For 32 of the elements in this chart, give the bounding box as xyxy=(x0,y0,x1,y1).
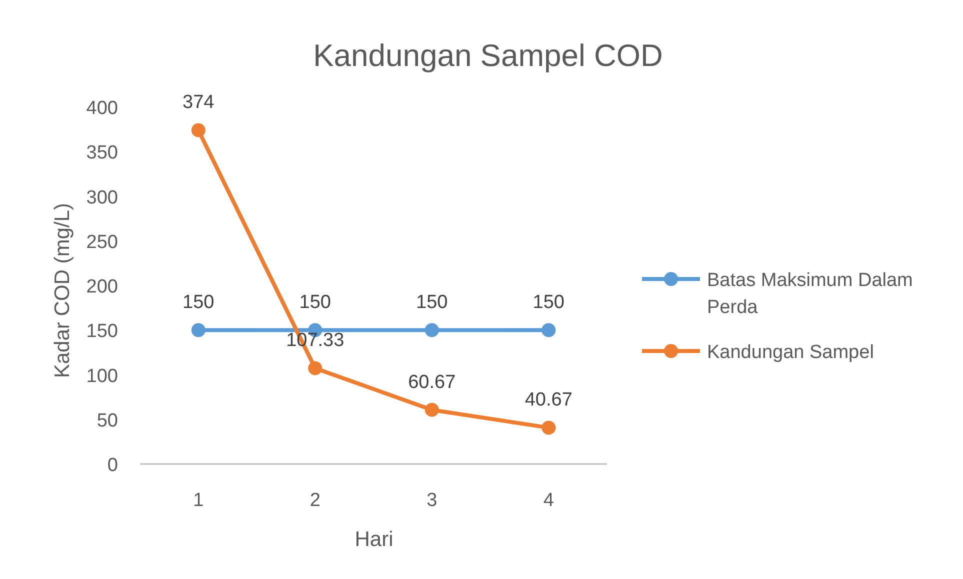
y-tick-label: 0 xyxy=(107,455,118,476)
x-tick-label: 1 xyxy=(193,490,204,511)
data-label: 374 xyxy=(182,92,215,114)
data-label: 150 xyxy=(299,292,331,314)
y-tick-label: 200 xyxy=(86,276,118,298)
x-axis-title: Hari xyxy=(354,528,394,551)
data-label: 150 xyxy=(416,292,448,314)
y-tick-label: 50 xyxy=(96,410,118,432)
point xyxy=(191,323,206,338)
point xyxy=(424,323,439,338)
y-axis-title: Kadar COD (mg/L) xyxy=(51,202,74,378)
x-tick-label: 3 xyxy=(426,490,438,511)
point xyxy=(191,123,206,138)
point xyxy=(424,402,439,417)
data-label: 150 xyxy=(532,292,564,314)
y-tick-label: 150 xyxy=(86,321,118,342)
y-tick-label: 350 xyxy=(86,142,118,164)
y-tick-label: 400 xyxy=(86,98,118,119)
data-label: 60.67 xyxy=(408,372,456,393)
point xyxy=(308,361,322,376)
x-tick-label: 2 xyxy=(310,490,320,511)
data-label: 150 xyxy=(182,292,214,314)
chart-title: Kandungan Sampel COD xyxy=(313,38,663,73)
legend-label: Batas Maksimum Dalam Perda xyxy=(707,270,913,318)
point xyxy=(542,420,556,435)
point xyxy=(542,323,556,338)
x-tick-label: 4 xyxy=(543,490,554,511)
y-tick-label: 300 xyxy=(86,187,118,208)
y-tick-label: 100 xyxy=(86,366,118,387)
data-label: 40.67 xyxy=(524,390,572,411)
legend-label: Kandungan Sampel xyxy=(707,342,874,363)
y-tick-label: 250 xyxy=(86,232,118,253)
